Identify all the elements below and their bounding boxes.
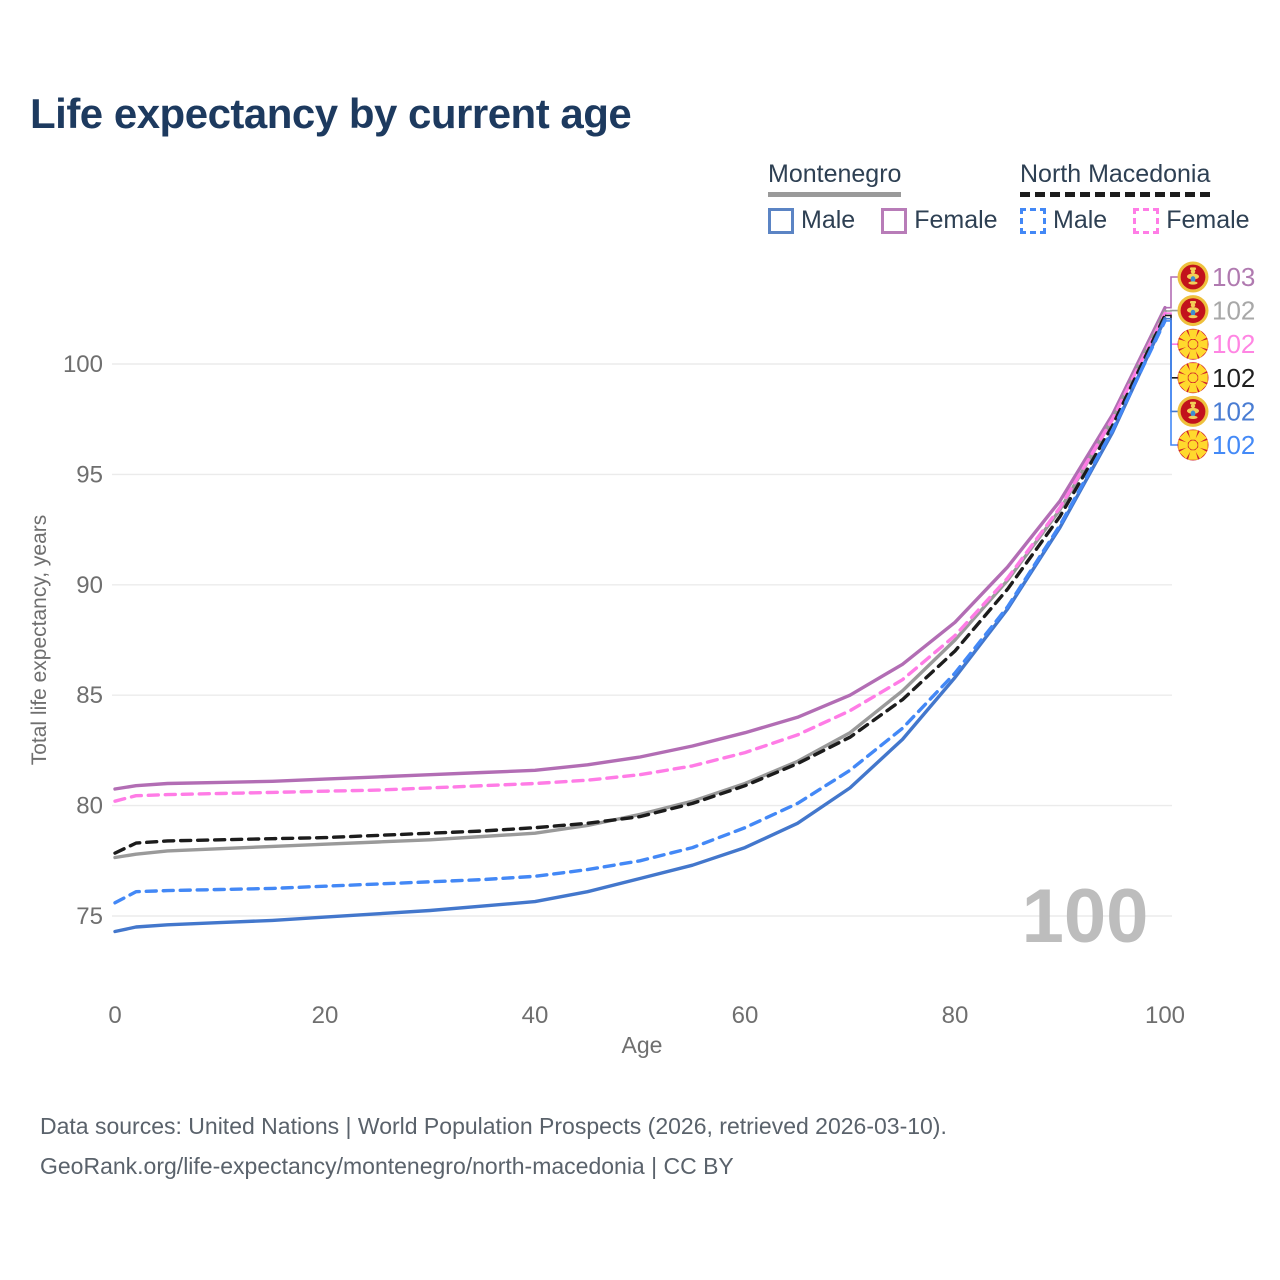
legend-label-north-macedonia-female: Female	[1166, 206, 1250, 234]
legend-item-montenegro-female: Female	[881, 206, 998, 235]
x-tick-label: 60	[732, 1002, 759, 1029]
legend-header-montenegro: Montenegro	[768, 160, 902, 197]
legend-group-montenegro: Montenegro Male Female	[768, 160, 998, 235]
endpoint-value-label: 102	[1212, 430, 1255, 460]
montenegro-flag-icon	[1177, 261, 1209, 293]
endpoint-connectors	[1165, 276, 1179, 446]
series-line	[113, 319, 1167, 905]
legend-header-north-macedonia: North Macedonia	[1020, 160, 1211, 197]
y-axis-tick-labels: 100 95 90 85 80 75	[63, 351, 103, 930]
x-tick-label: 100	[1145, 1002, 1185, 1029]
endpoint-connector	[1165, 320, 1179, 446]
y-tick-label: 90	[76, 572, 103, 599]
x-tick-label: 20	[312, 1002, 339, 1029]
endpoint-value-label: 102	[1212, 296, 1255, 326]
series-line	[113, 306, 1167, 791]
montenegro-female-swatch-icon	[881, 207, 908, 234]
series-line	[113, 317, 1167, 934]
attribution-text: GeoRank.org/life-expectancy/montenegro/n…	[40, 1153, 734, 1179]
north-macedonia-male-swatch-icon	[1020, 207, 1046, 234]
x-tick-label: 0	[108, 1002, 121, 1029]
legend-label-montenegro-male: Male	[801, 206, 856, 234]
y-tick-label: 95	[76, 461, 103, 488]
y-tick-label: 75	[76, 903, 103, 930]
endpoint-value-label: 103	[1212, 262, 1255, 292]
north-macedonia-flag-icon	[1177, 362, 1209, 394]
endpoint-connector	[1165, 317, 1179, 413]
legend-row-north-macedonia: Male Female	[1020, 206, 1250, 235]
endpoint-value-label: 102	[1212, 329, 1255, 359]
legend-row-montenegro: Male Female	[768, 206, 998, 235]
endpoint-value-label: 102	[1212, 396, 1255, 426]
y-axis-title: Total life expectancy, years	[28, 515, 51, 766]
legend-group-north-macedonia: North Macedonia Male Female	[1020, 160, 1250, 235]
endpoint-connector	[1165, 276, 1179, 309]
legend-item-montenegro-male: Male	[768, 206, 855, 235]
page-title: Life expectancy by current age	[30, 90, 632, 137]
gridlines	[112, 363, 1172, 917]
montenegro-male-swatch-icon	[768, 207, 794, 234]
north-macedonia-flag-icon	[1177, 429, 1209, 461]
legend-item-north-macedonia-female: Female	[1133, 206, 1250, 235]
y-tick-label: 85	[76, 682, 103, 709]
series-line	[113, 313, 1167, 855]
north-macedonia-female-swatch-icon	[1133, 207, 1160, 234]
endpoint-connector	[1165, 312, 1179, 345]
y-tick-label: 80	[76, 793, 103, 820]
legend-item-north-macedonia-male: Male	[1020, 206, 1107, 235]
montenegro-flag-icon	[1177, 395, 1209, 427]
data-sources-text: Data sources: United Nations | World Pop…	[40, 1113, 947, 1139]
footer: Data sources: United Nations | World Pop…	[40, 1106, 947, 1186]
legend-label-north-macedonia-male: Male	[1053, 206, 1108, 234]
y-tick-label: 100	[63, 351, 103, 378]
x-tick-label: 40	[522, 1002, 549, 1029]
legend-label-montenegro-female: Female	[914, 206, 998, 234]
endpoint-connector	[1165, 314, 1179, 379]
montenegro-flag-icon	[1177, 295, 1209, 327]
x-tick-label: 80	[942, 1002, 969, 1029]
series-lines	[113, 306, 1167, 934]
x-axis-tick-labels: 0 20 40 60 80 100	[108, 1002, 1185, 1029]
endpoint-value-label: 102	[1212, 363, 1255, 393]
north-macedonia-flag-icon	[1177, 328, 1209, 360]
x-axis-title: Age	[622, 1032, 663, 1058]
series-line	[113, 311, 1167, 803]
chart-watermark-age: 100	[1022, 874, 1149, 959]
